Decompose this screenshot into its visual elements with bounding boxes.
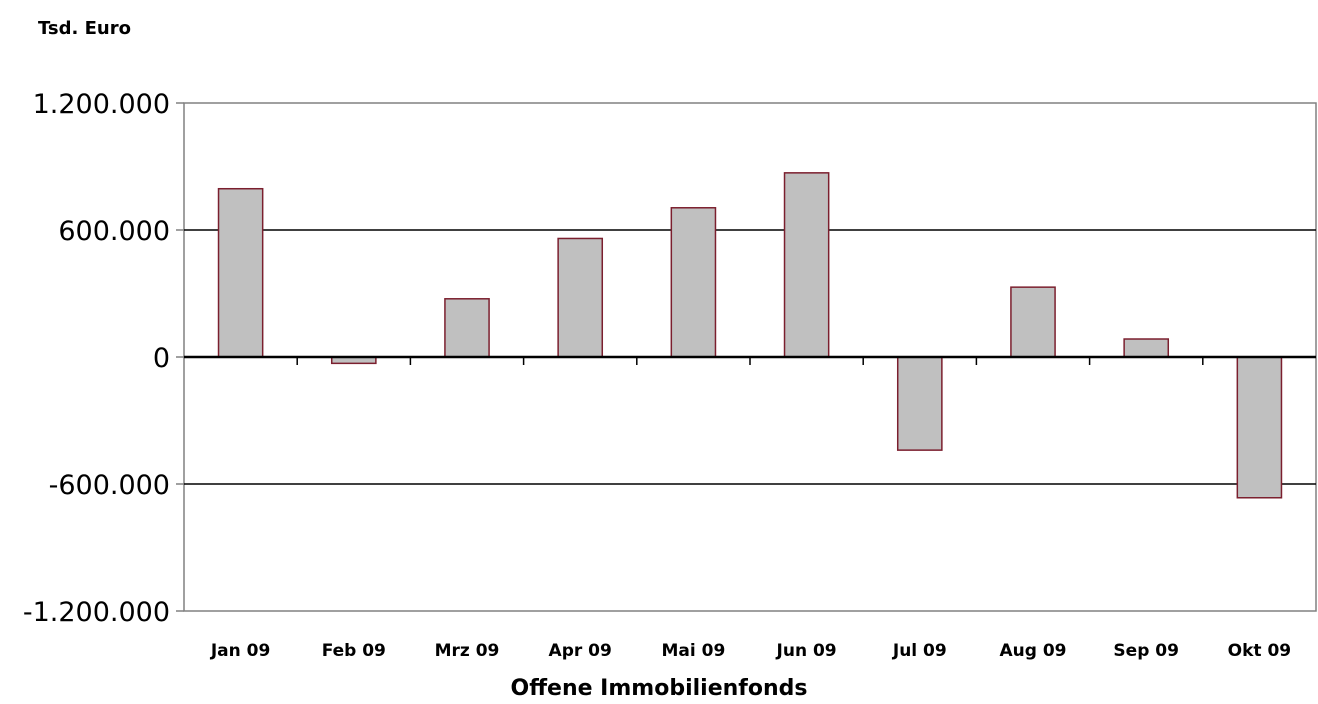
x-axis-title: Offene Immobilienfonds xyxy=(510,676,808,701)
x-tick-label: Aug 09 xyxy=(999,641,1066,661)
x-tick-label: Sep 09 xyxy=(1113,641,1179,661)
x-tick-label: Jul 09 xyxy=(892,641,947,661)
y-tick-label: -1.200.000 xyxy=(23,597,170,628)
y-tick-label: 1.200.000 xyxy=(33,89,170,120)
bar xyxy=(1123,338,1170,358)
bar xyxy=(896,356,943,451)
y-tick-label: -600.000 xyxy=(49,470,170,501)
x-tick-label: Feb 09 xyxy=(322,641,386,661)
y-tick-label: 600.000 xyxy=(58,216,170,247)
x-tick-label: Mrz 09 xyxy=(435,641,500,661)
y-tick-label: 0 xyxy=(153,343,170,374)
bar xyxy=(670,207,717,358)
bar xyxy=(1236,356,1283,499)
x-tick-label: Mai 09 xyxy=(662,641,726,661)
bar xyxy=(783,172,830,358)
x-tick-label: Jun 09 xyxy=(776,641,837,661)
x-tick-label: Jan 09 xyxy=(210,641,270,661)
bar xyxy=(217,187,264,358)
bar xyxy=(444,298,490,358)
y-unit-label: Tsd. Euro xyxy=(38,18,131,39)
bar xyxy=(557,237,604,358)
bar xyxy=(1010,286,1056,358)
x-tick-label: Apr 09 xyxy=(549,641,612,661)
x-tick-label: Okt 09 xyxy=(1228,641,1291,661)
